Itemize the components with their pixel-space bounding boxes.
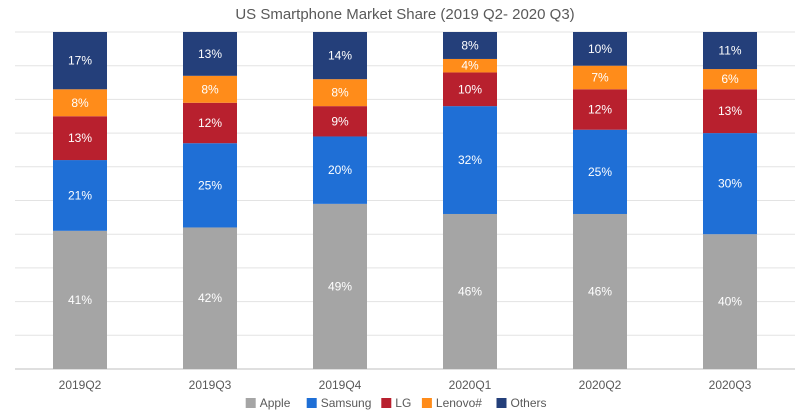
data-label: 6% <box>721 72 739 86</box>
bar-segment-samsung-2019q4 <box>313 136 367 204</box>
bar-segment-others-2020q1 <box>443 32 497 59</box>
bar-segment-apple-2020q3 <box>703 234 757 369</box>
legend-swatch <box>245 398 256 408</box>
bar-segment-samsung-2019q3 <box>183 143 237 228</box>
bar-segment-lenovo-2019q3 <box>183 75 237 103</box>
x-tick-label: 2019Q4 <box>319 378 362 392</box>
legend-swatch <box>381 398 392 408</box>
data-label: 40% <box>718 295 742 309</box>
legend-swatch <box>496 398 507 408</box>
bar-segment-lenovo-2020q1 <box>443 58 497 73</box>
bar-segment-lg-2020q3 <box>703 89 757 134</box>
data-label: 11% <box>718 44 741 58</box>
bar-segment-apple-2020q2 <box>573 213 627 369</box>
data-label: 41% <box>68 293 92 307</box>
data-label: 10% <box>588 42 612 56</box>
x-tick-label: 2020Q3 <box>709 378 752 392</box>
data-label: 17% <box>68 54 92 68</box>
data-label: 8% <box>461 38 479 52</box>
x-tick-label: 2020Q1 <box>449 378 492 392</box>
data-label: 49% <box>328 279 352 293</box>
data-label: 42% <box>198 291 222 305</box>
data-label: 46% <box>458 284 482 298</box>
data-label: 12% <box>588 103 612 117</box>
bar-segment-others-2020q3 <box>703 32 757 70</box>
data-label: 8% <box>201 82 219 96</box>
data-label: 13% <box>198 47 222 61</box>
data-label: 9% <box>331 114 349 128</box>
bar-segment-apple-2019q4 <box>313 203 367 369</box>
bar-segment-lg-2019q3 <box>183 102 237 144</box>
bar-segment-others-2019q2 <box>53 32 107 90</box>
data-label: 13% <box>68 131 92 145</box>
bars: 41% 21% 13% 8% 17% 42% 25% 12% 8% 13% 49% 20% 9% 8% 14… <box>53 32 757 369</box>
bar-segment-lg-2019q4 <box>313 106 367 137</box>
legend-label: Samsung <box>321 396 372 410</box>
data-label: 30% <box>718 177 742 191</box>
bar-segment-lenovo-2020q2 <box>573 65 627 90</box>
data-label: 10% <box>458 82 482 96</box>
legend-swatch <box>306 398 317 408</box>
x-tick-label: 2019Q3 <box>189 378 232 392</box>
bar-segment-samsung-2020q1 <box>443 106 497 214</box>
bar-segment-apple-2020q1 <box>443 213 497 369</box>
bar-segment-samsung-2020q3 <box>703 133 757 235</box>
bar-segment-others-2019q3 <box>183 32 237 76</box>
bar-segment-others-2019q4 <box>313 32 367 80</box>
x-tick-label: 2020Q2 <box>579 378 622 392</box>
data-label: 8% <box>71 96 89 110</box>
data-label: 8% <box>331 86 349 100</box>
data-label: 14% <box>328 49 352 63</box>
bar-segment-lg-2020q1 <box>443 72 497 107</box>
data-label: 32% <box>458 153 482 167</box>
legend-label: Others <box>511 396 547 410</box>
bar-segment-lenovo-2020q3 <box>703 69 757 90</box>
bar-segment-lenovo-2019q2 <box>53 89 107 117</box>
legend-label: Apple <box>260 396 291 410</box>
bar-segment-apple-2019q3 <box>183 227 237 369</box>
data-label: 25% <box>588 165 612 179</box>
data-label: 25% <box>198 178 222 192</box>
gridlines <box>15 31 795 370</box>
bar-segment-samsung-2019q2 <box>53 160 107 231</box>
bar-segment-lg-2020q2 <box>573 89 627 130</box>
bar-segment-lg-2019q2 <box>53 116 107 161</box>
bar-segment-lenovo-2019q4 <box>313 79 367 107</box>
data-label: 21% <box>68 188 92 202</box>
data-label: 20% <box>328 163 352 177</box>
legend-swatch <box>421 398 432 408</box>
bar-segment-samsung-2020q2 <box>573 129 627 214</box>
bar-segment-apple-2019q2 <box>53 230 107 369</box>
data-label: 46% <box>588 284 612 298</box>
data-label: 4% <box>461 59 479 73</box>
data-label: 7% <box>591 70 609 84</box>
legend-label: Lenovo# <box>436 396 482 410</box>
data-label: 12% <box>198 116 222 130</box>
legend: Apple Samsung LG Lenovo# Others <box>245 396 547 410</box>
legend-label: LG <box>395 396 411 410</box>
data-label: 13% <box>718 104 742 118</box>
bar-segment-others-2020q2 <box>573 32 627 66</box>
chart-title: US Smartphone Market Share (2019 Q2- 202… <box>235 6 574 23</box>
x-axis-tick-labels: 2019Q2 2019Q3 2019Q4 2020Q1 2020Q2 2020Q3 <box>59 378 752 392</box>
x-tick-label: 2019Q2 <box>59 378 102 392</box>
